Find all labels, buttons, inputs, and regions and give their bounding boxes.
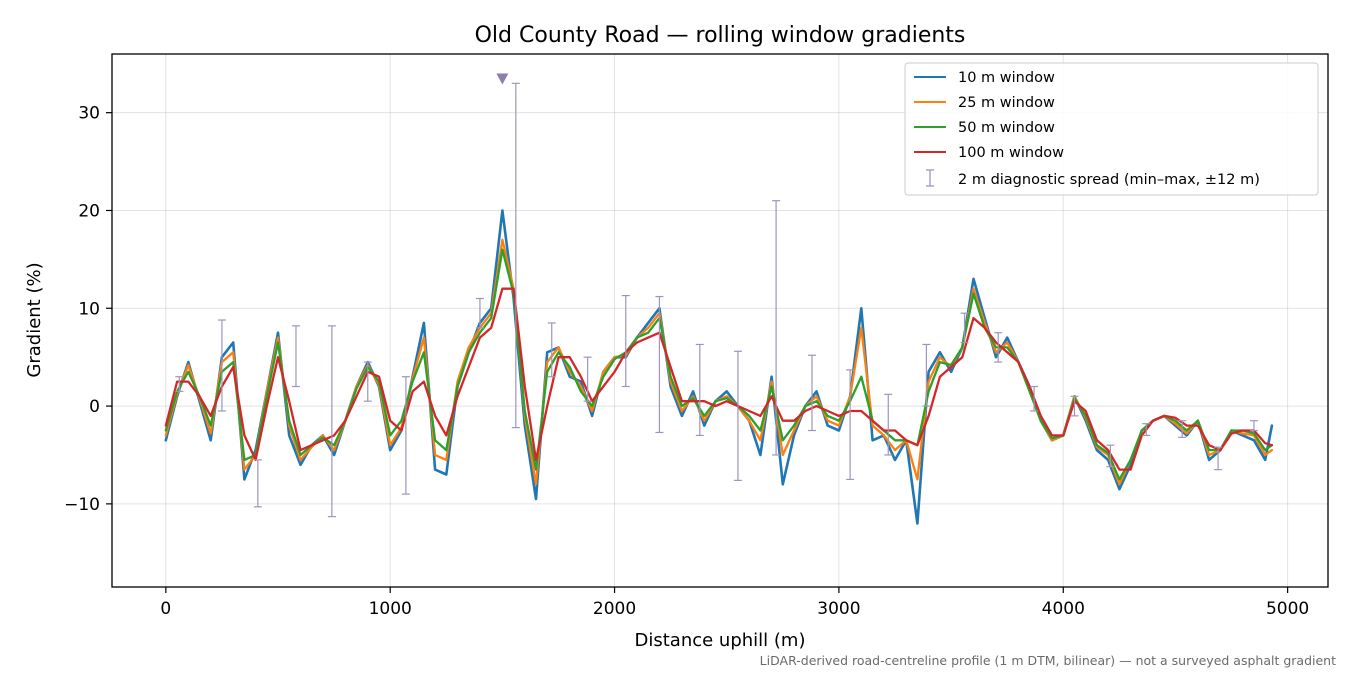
diagnostic-errorbar: [583, 356, 592, 402]
x-tick-label: 3000: [817, 599, 860, 619]
y-tick-label: 0: [89, 397, 100, 417]
y-tick-label: 10: [78, 299, 100, 319]
data-source-note: LiDAR-derived road-centreline profile (1…: [760, 653, 1336, 668]
plot-area: [164, 82, 1274, 525]
x-tick-label: 1000: [369, 599, 412, 619]
x-tick-label: 2000: [593, 599, 636, 619]
diagnostic-errorbar: [175, 376, 184, 393]
diagnostic-errorbar: [1249, 420, 1258, 432]
diagnostic-errorbar: [994, 332, 1003, 363]
peak-marker: [496, 73, 509, 85]
diagnostic-errorbar: [547, 322, 556, 378]
series-line-50-m-window: [164, 248, 1274, 481]
diagnostic-errorbar: [363, 361, 372, 402]
diagnostic-errorbar: [884, 393, 893, 456]
diagnostic-errorbar: [695, 343, 704, 437]
diagnostic-errorbar: [772, 200, 781, 456]
diagnostic-errorbar: [1178, 420, 1187, 438]
diagnostic-errorbar: [217, 319, 226, 412]
x-tick-label: 0: [160, 599, 171, 619]
diagnostic-errorbar: [253, 459, 262, 508]
series-layer: [164, 209, 1274, 525]
legend-label-100m: 100 m window: [958, 145, 1064, 161]
x-axis-label: Distance uphill (m): [635, 630, 806, 651]
y-tick-label: 30: [78, 104, 100, 124]
diagnostic-errorbar: [401, 376, 410, 495]
y-tick-label: −10: [64, 495, 100, 515]
chart-title: Old County Road — rolling window gradien…: [475, 23, 966, 48]
diagnostic-errorbar: [922, 343, 931, 407]
x-tick-label: 5000: [1266, 599, 1309, 619]
legend-label-50m: 50 m window: [958, 120, 1055, 136]
diagnostic-errorbar: [655, 295, 664, 434]
x-tick-label: 4000: [1042, 599, 1085, 619]
marker-layer: [496, 73, 509, 85]
y-axis-label: Gradient (%): [24, 262, 45, 377]
series-line-100-m-window: [164, 287, 1274, 471]
legend-errorbar-icon: [926, 169, 934, 187]
legend-label-25m: 25 m window: [958, 95, 1055, 111]
y-tick-label: 20: [78, 201, 100, 221]
diagnostic-errorbar: [807, 354, 816, 432]
legend-label-diagnostic: 2 m diagnostic spread (min–max, ±12 m): [958, 172, 1260, 188]
diagnostic-layer: [175, 82, 1258, 518]
legend-label-10m: 10 m window: [958, 70, 1055, 86]
diagnostic-errorbar: [511, 82, 520, 429]
diagnostic-errorbar: [1106, 444, 1115, 468]
legend-box: [904, 62, 1319, 196]
diagnostic-errorbar: [960, 312, 969, 344]
diagnostic-errorbar: [1214, 446, 1223, 471]
diagnostic-errorbar: [846, 369, 855, 481]
diagnostic-errorbar: [733, 350, 742, 481]
legend: 10 m window 25 m window 50 m window 100 …: [904, 62, 1319, 196]
diagnostic-errorbar: [621, 294, 630, 388]
diagnostic-errorbar: [1142, 423, 1151, 437]
diagnostic-errorbar: [327, 325, 336, 518]
diagnostic-errorbar: [291, 325, 300, 388]
plot-frame: [111, 53, 1329, 588]
diagnostic-errorbar: [1070, 395, 1079, 417]
diagnostic-errorbar: [475, 297, 484, 329]
y-axis-ticks: −10 0 10 20 30: [64, 104, 112, 515]
diagnostic-errorbar: [1030, 385, 1039, 412]
x-axis-ticks: 0 1000 2000 3000 4000 5000: [160, 587, 1309, 619]
